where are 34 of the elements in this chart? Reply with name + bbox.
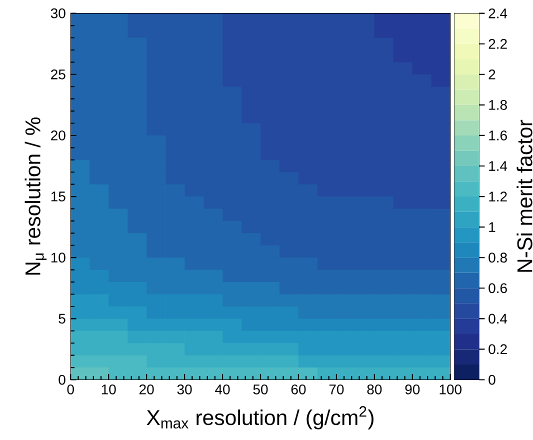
x-tick-label: 0 (67, 384, 74, 395)
color-bar-label: 2.2 (488, 39, 507, 49)
x-tick-label: 90 (405, 384, 420, 395)
y-axis-title: N$_{μ}$ resolution / % (24, 118, 47, 275)
x-tick-label: 40 (215, 384, 230, 395)
x-tick-label: 100 (440, 384, 462, 395)
color-bar-label: 1 (489, 222, 496, 232)
x-axis-title: X$_{max}$ resolution / (g/cm$^{2}$) (146, 406, 374, 430)
color-bar-label: 2 (488, 70, 496, 80)
color-bar-label: 1.6 (489, 130, 507, 141)
color-bar-title: N-Si merit factor (516, 120, 532, 272)
x-tick-label: 60 (291, 384, 306, 395)
y-tick-label: 30 (50, 8, 66, 18)
y-tick-label: 25 (51, 70, 66, 80)
x-tick-label: 50 (253, 384, 268, 395)
x-tick-label: 20 (140, 384, 154, 395)
color-bar-label: 1.2 (489, 192, 507, 202)
y-tick-label: 5 (58, 314, 66, 324)
color-bar-label: 0.6 (488, 283, 507, 294)
color-bar-label: 0.2 (488, 344, 507, 354)
x-tick-label: 80 (367, 384, 382, 395)
color-bar-label: 0.4 (488, 314, 508, 324)
color-bar-label: 0.8 (488, 252, 507, 263)
color-bar-label: 2.4 (488, 8, 508, 18)
x-tick-label: 70 (329, 384, 344, 395)
x-tick-label: 30 (177, 384, 192, 395)
y-tick-label: 20 (51, 130, 66, 141)
y-tick-label: 0 (58, 374, 66, 385)
x-tick-label: 10 (102, 384, 116, 395)
color-bar-label: 1.8 (489, 100, 507, 110)
y-tick-label: 10 (51, 252, 66, 263)
color-bar-label: 0 (488, 374, 496, 385)
color-bar-label: 1.4 (489, 161, 508, 171)
y-tick-label: 15 (51, 192, 66, 202)
